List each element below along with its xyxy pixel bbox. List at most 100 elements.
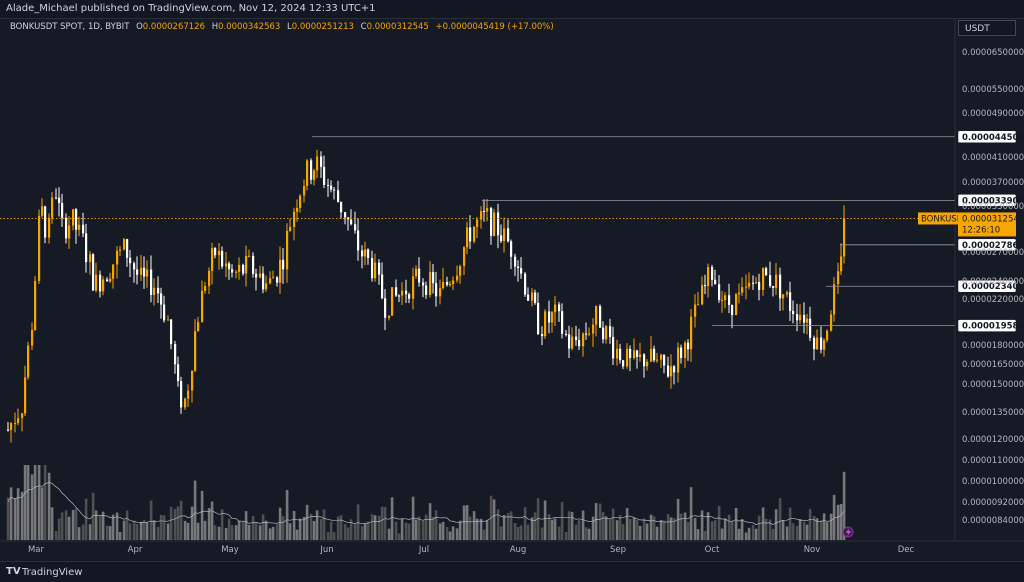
volume-bar bbox=[295, 529, 299, 540]
price-axis[interactable]: 0.0000650000 0.0000550000 0.0000490000 0.00… bbox=[962, 48, 1024, 526]
candle-body bbox=[585, 333, 588, 335]
legend-symbol: BONKUSDT SPOT, 1D, BYBIT bbox=[10, 22, 130, 32]
candle-body bbox=[34, 280, 37, 330]
candle-body bbox=[667, 365, 670, 377]
volume-bar bbox=[166, 523, 170, 540]
candle-body bbox=[592, 324, 595, 334]
volume-bar bbox=[703, 530, 707, 540]
candle-body bbox=[99, 274, 102, 292]
candle-body bbox=[180, 381, 183, 408]
candle-body bbox=[745, 286, 748, 288]
candle-body bbox=[741, 287, 744, 293]
volume-bar bbox=[190, 506, 194, 540]
candle-body bbox=[469, 227, 472, 242]
volume-bar bbox=[387, 528, 391, 540]
level-price-text: 0.0000278600 bbox=[962, 241, 1024, 251]
volume-bar bbox=[829, 513, 833, 540]
candle-body bbox=[126, 239, 129, 258]
candle-body bbox=[524, 273, 527, 295]
candle-body bbox=[687, 342, 690, 350]
candle-body bbox=[735, 294, 738, 316]
candle-body bbox=[514, 256, 517, 267]
volume-bar bbox=[23, 465, 27, 540]
volume-bar bbox=[547, 514, 551, 540]
candle-body bbox=[755, 282, 758, 284]
candle-body bbox=[58, 197, 61, 203]
candle-body bbox=[707, 267, 710, 287]
volume-bar bbox=[557, 526, 561, 540]
volume-bar bbox=[747, 527, 751, 540]
candle-body bbox=[639, 354, 642, 357]
candle-body bbox=[653, 348, 656, 361]
volume-bar bbox=[407, 523, 411, 540]
volume-bar bbox=[761, 507, 765, 540]
volume-bar bbox=[632, 518, 636, 540]
candle-body bbox=[701, 285, 704, 305]
candle-body bbox=[728, 295, 731, 305]
volume-bar bbox=[213, 525, 217, 540]
candle-body bbox=[371, 258, 374, 279]
volume-bar bbox=[98, 515, 102, 540]
currency-button[interactable]: USDT bbox=[958, 20, 1016, 36]
candle-body bbox=[673, 366, 676, 373]
volume-bar bbox=[618, 515, 622, 540]
volume-bar bbox=[251, 515, 255, 540]
candle-body bbox=[388, 315, 391, 318]
tradingview-logo-icon[interactable]: TV bbox=[6, 566, 21, 577]
volume-bar bbox=[50, 507, 54, 540]
legend-open: 0.0000267126 bbox=[142, 22, 205, 32]
time-axis-tick: Oct bbox=[705, 545, 720, 555]
volume-bar bbox=[492, 499, 496, 540]
volume-bar bbox=[217, 526, 221, 540]
lightning-icon[interactable] bbox=[842, 526, 854, 538]
volume-bar bbox=[43, 465, 47, 540]
volume-bar bbox=[458, 520, 462, 540]
candle-body bbox=[286, 231, 289, 270]
candle-body bbox=[143, 267, 146, 277]
volume-bar bbox=[737, 528, 741, 540]
volume-bar bbox=[145, 522, 149, 540]
candle-body bbox=[554, 304, 557, 313]
volume-bar bbox=[475, 518, 479, 540]
volume-bar bbox=[700, 510, 704, 540]
candle-body bbox=[775, 274, 778, 288]
volume-bar bbox=[261, 514, 265, 540]
tradingview-brand[interactable]: TradingView bbox=[22, 567, 83, 578]
candle-body bbox=[187, 390, 190, 399]
candle-body bbox=[551, 312, 554, 323]
price-axis-tick: 0.0000084000 bbox=[962, 516, 1024, 526]
legend-low: 0.0000251213 bbox=[291, 22, 354, 32]
volume-bar bbox=[591, 516, 595, 540]
candle-body bbox=[486, 208, 489, 212]
volume-bar bbox=[465, 505, 469, 540]
volume-bar bbox=[445, 526, 449, 540]
volume-bar bbox=[115, 512, 119, 540]
candle-body bbox=[357, 230, 360, 251]
volume-bar bbox=[373, 515, 377, 540]
candle-body bbox=[561, 311, 564, 334]
candle-body bbox=[636, 350, 639, 357]
time-axis-tick: May bbox=[221, 545, 239, 555]
volume-bar bbox=[679, 513, 683, 540]
time-axis[interactable]: Mar Apr May Jun Jul Aug Sep Oct Nov Dec bbox=[28, 545, 915, 555]
volume-bar bbox=[404, 522, 408, 540]
candle-body bbox=[272, 277, 275, 279]
volume-bar bbox=[210, 501, 214, 540]
legend-change: +0.0000045419 (+17.00%) bbox=[435, 22, 554, 32]
candle-body bbox=[391, 287, 394, 316]
volume-bar bbox=[832, 494, 836, 540]
volume-bar bbox=[727, 514, 731, 540]
volume-bar bbox=[203, 520, 207, 540]
volume-bar bbox=[244, 511, 248, 540]
candle-body bbox=[571, 336, 574, 349]
price-axis-tick: 0.0000650000 bbox=[962, 48, 1024, 58]
volume-bar bbox=[176, 506, 180, 540]
price-axis-tick: 0.0000110000 bbox=[962, 456, 1024, 466]
candle-body bbox=[643, 354, 646, 367]
volume-ma-line bbox=[7, 482, 845, 525]
candle-body bbox=[425, 285, 428, 295]
volume-bar bbox=[302, 516, 306, 540]
volume-bar bbox=[693, 517, 697, 540]
candle-body bbox=[262, 273, 265, 290]
